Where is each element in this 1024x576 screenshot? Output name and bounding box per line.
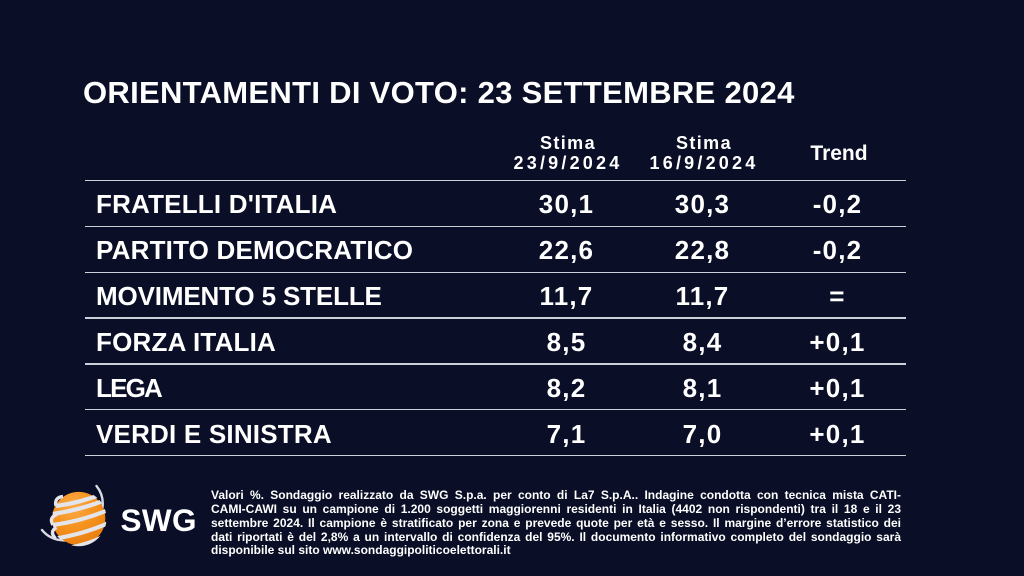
svg-text:SWG: SWG bbox=[121, 502, 197, 538]
